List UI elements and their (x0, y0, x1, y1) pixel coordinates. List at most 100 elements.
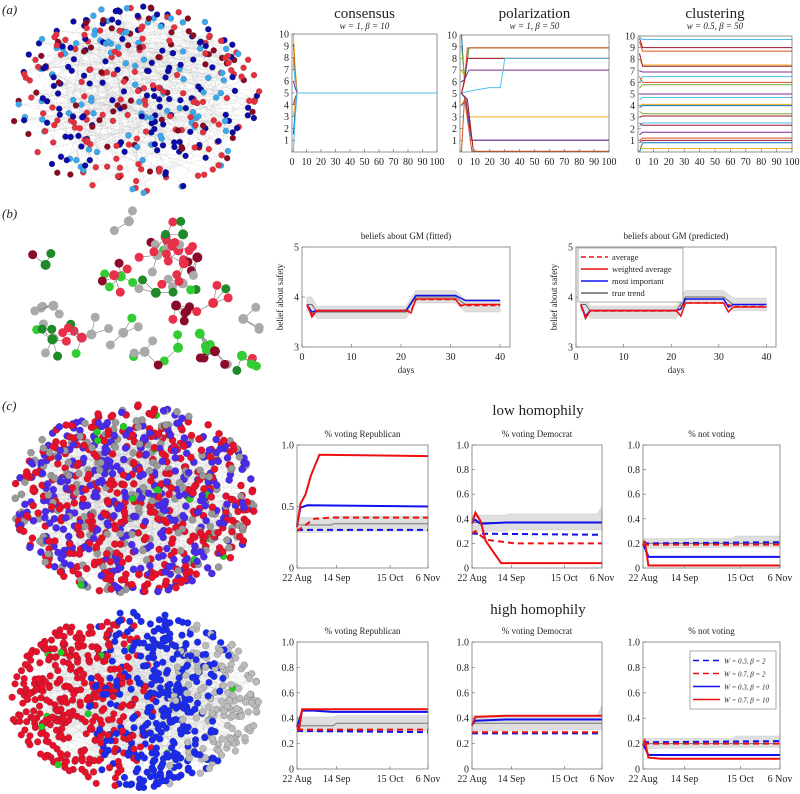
network-node (173, 342, 184, 353)
network-node (99, 111, 106, 118)
network-node (179, 511, 187, 520)
y-tick-label: 0.2 (628, 739, 641, 750)
network-node (25, 130, 32, 138)
network-node (120, 773, 128, 781)
network-node (148, 59, 155, 66)
y-tick-label: 10 (279, 30, 289, 41)
network-node (93, 654, 101, 662)
network-node (242, 459, 250, 468)
network-node (126, 617, 134, 625)
network-node (11, 479, 20, 488)
network-node (85, 146, 93, 153)
network-node (140, 56, 148, 63)
chart-title: % voting Democrat (502, 429, 573, 439)
network-node (46, 721, 54, 729)
network-node (231, 747, 239, 755)
network-node (182, 502, 190, 510)
network-node (188, 270, 198, 280)
network-node (108, 470, 117, 478)
network-node (224, 740, 232, 748)
network-node (134, 12, 141, 19)
network-edge (130, 7, 226, 115)
network-node (104, 282, 114, 292)
network-node (145, 466, 154, 475)
y-tick-label: 7 (630, 66, 635, 77)
network-node (197, 38, 204, 45)
network-node (179, 483, 187, 492)
network-node (98, 69, 105, 76)
network-node (192, 307, 202, 317)
network-node (248, 487, 256, 496)
legend-label: average (612, 252, 639, 262)
network-node (27, 650, 35, 658)
network-node (57, 153, 65, 160)
network-node (154, 147, 161, 154)
network-node (155, 493, 163, 501)
network-edge (32, 456, 56, 506)
network-node (93, 526, 102, 534)
network-node (179, 145, 186, 152)
network-node (150, 443, 159, 452)
network-edge (117, 69, 143, 116)
network-node (169, 655, 177, 663)
network-node (97, 676, 105, 684)
network-node (132, 768, 140, 776)
network-node (65, 471, 73, 480)
network-node (84, 652, 92, 660)
network-edge (160, 26, 204, 93)
network-node (46, 654, 54, 662)
network-node (231, 87, 239, 94)
network-node (117, 518, 125, 527)
network-node (80, 48, 88, 55)
network-edge (117, 516, 134, 588)
network-node (164, 753, 172, 761)
network-edge (57, 93, 142, 116)
network-edge (151, 8, 164, 94)
network-c-high (8, 608, 262, 792)
network-node (78, 143, 85, 150)
network-node (215, 430, 223, 438)
network-node (205, 146, 212, 153)
network-node (223, 536, 231, 544)
network-node (172, 697, 180, 705)
network-node (93, 428, 101, 436)
network-node (199, 745, 207, 753)
network-node (251, 98, 258, 105)
network-node (113, 155, 120, 162)
network-node (108, 16, 116, 23)
y-tick-label: 10 (625, 32, 635, 43)
network-node (208, 298, 219, 309)
network-node (30, 715, 38, 723)
chart-title: beliefs about GM (predicted) (624, 231, 729, 241)
network-edge (64, 439, 97, 551)
x-tick-label: 0 (458, 157, 463, 168)
network-node (216, 687, 224, 695)
network-node (70, 56, 78, 63)
network-node (116, 530, 124, 538)
network-edge (174, 719, 209, 754)
network-edge (37, 85, 55, 153)
network-node (32, 684, 40, 692)
x-tick-label: 100 (430, 157, 445, 168)
network-edge (125, 519, 161, 590)
x-tick-label: 90 (589, 157, 599, 168)
network-node (57, 51, 64, 58)
x-tick-label: 22 Aug (457, 573, 486, 584)
network-node (49, 486, 57, 494)
network-edge (79, 128, 117, 147)
network-edge (236, 52, 256, 101)
network-node (140, 434, 148, 442)
network-node (40, 259, 51, 270)
y-tick-label: 0 (289, 564, 294, 575)
network-node (74, 640, 82, 648)
network-node (88, 444, 96, 452)
network-node (29, 517, 38, 525)
network-edge (101, 480, 209, 483)
network-node (206, 32, 213, 39)
network-node (204, 692, 212, 700)
x-tick-label: 15 Oct (377, 774, 404, 785)
network-node (38, 52, 45, 60)
network-node (92, 164, 99, 171)
network-node (100, 17, 107, 24)
network-node (67, 171, 74, 178)
